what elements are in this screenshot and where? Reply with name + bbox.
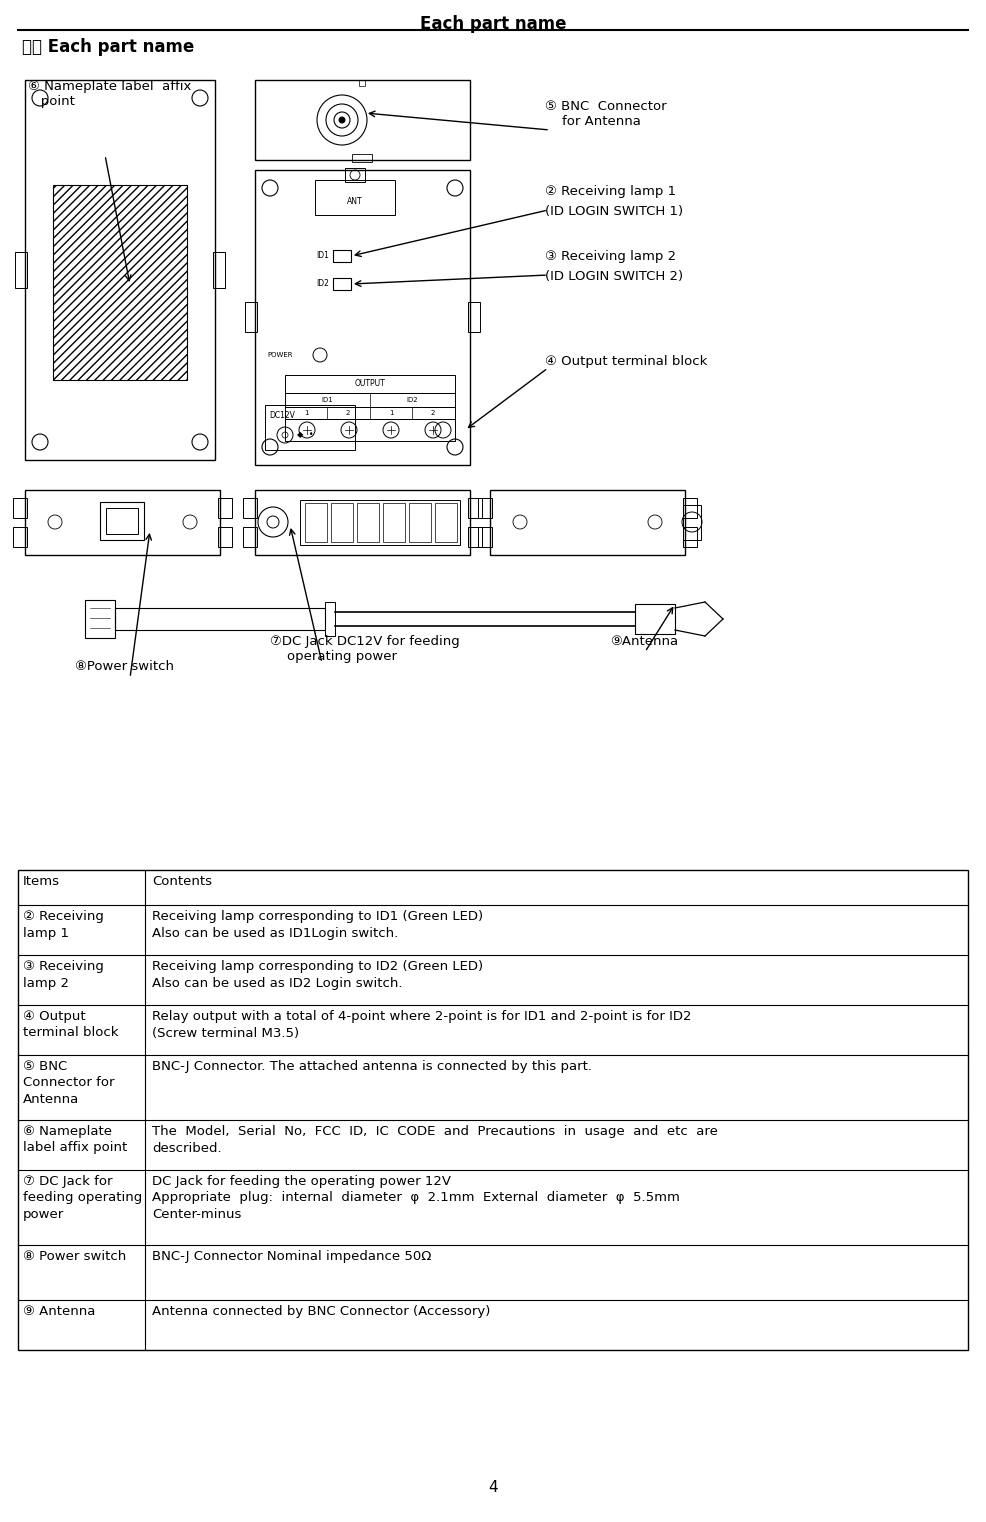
Text: 1: 1 [388, 409, 392, 416]
Text: Receiving lamp corresponding to ID2 (Green LED)
Also can be used as ID2 Login sw: Receiving lamp corresponding to ID2 (Gre… [152, 960, 482, 989]
Bar [254, 81, 469, 160]
Text: ③ Receiving lamp 2: ③ Receiving lamp 2 [544, 250, 675, 263]
Bar [254, 170, 469, 466]
Text: ④ Output terminal block: ④ Output terminal block [544, 355, 707, 368]
Bar [305, 502, 326, 542]
Bar [315, 180, 394, 215]
Bar [682, 505, 700, 540]
Text: ID2: ID2 [406, 397, 417, 403]
Bar [18, 871, 967, 1350]
Bar [213, 253, 225, 288]
Text: ⑨Antenna: ⑨Antenna [609, 635, 677, 648]
Bar [285, 406, 455, 419]
Text: ⑥ Nameplate label  affix
   point: ⑥ Nameplate label affix point [28, 81, 191, 108]
Text: Contents: Contents [152, 875, 212, 887]
Text: ⑨ Antenna: ⑨ Antenna [23, 1304, 96, 1318]
Text: ID2: ID2 [316, 280, 328, 289]
Text: ANT: ANT [347, 198, 363, 207]
Text: 2: 2 [345, 409, 350, 416]
Text: The  Model,  Serial  No,  FCC  ID,  IC  CODE  and  Precautions  in  usage  and  : The Model, Serial No, FCC ID, IC CODE an… [152, 1125, 717, 1155]
Bar [408, 502, 431, 542]
Bar [13, 498, 27, 517]
Bar [264, 405, 355, 451]
Text: ④ Output
terminal block: ④ Output terminal block [23, 1011, 118, 1040]
Text: ３． Each part name: ３． Each part name [22, 38, 194, 56]
Bar [357, 502, 379, 542]
Text: OUTPUT: OUTPUT [354, 379, 385, 388]
Text: 1: 1 [304, 409, 308, 416]
Circle shape [338, 117, 345, 123]
Text: ② Receiving lamp 1: ② Receiving lamp 1 [544, 186, 675, 198]
Bar [243, 498, 256, 517]
Bar [285, 374, 455, 393]
Text: ⑤ BNC  Connector
    for Antenna: ⑤ BNC Connector for Antenna [544, 100, 666, 128]
Text: ID1: ID1 [320, 397, 332, 403]
Bar [359, 81, 365, 87]
Text: 4: 4 [488, 1479, 497, 1495]
Bar [489, 490, 684, 556]
Bar [477, 527, 491, 546]
Text: Antenna connected by BNC Connector (Accessory): Antenna connected by BNC Connector (Acce… [152, 1304, 490, 1318]
Bar [477, 498, 491, 517]
Bar [115, 607, 324, 630]
Text: Receiving lamp corresponding to ID1 (Green LED)
Also can be used as ID1Login swi: Receiving lamp corresponding to ID1 (Gre… [152, 910, 482, 939]
Bar [13, 527, 27, 546]
Text: 2: 2 [430, 409, 435, 416]
Bar [682, 498, 696, 517]
Bar [352, 154, 372, 161]
Bar [332, 250, 351, 262]
Text: POWER: POWER [267, 352, 292, 358]
Text: ⑧Power switch: ⑧Power switch [75, 661, 174, 673]
Bar [324, 603, 334, 636]
Bar [106, 508, 138, 534]
Bar [467, 301, 479, 332]
Bar [634, 604, 674, 635]
Text: ⑤ BNC
Connector for
Antenna: ⑤ BNC Connector for Antenna [23, 1059, 114, 1106]
Bar [285, 393, 455, 406]
Bar [100, 502, 144, 540]
Bar [330, 502, 353, 542]
Text: ⑧ Power switch: ⑧ Power switch [23, 1250, 126, 1263]
Bar [53, 186, 186, 380]
Bar [467, 527, 481, 546]
Text: BNC-J Connector Nominal impedance 50Ω: BNC-J Connector Nominal impedance 50Ω [152, 1250, 431, 1263]
Bar [383, 502, 404, 542]
Bar [25, 490, 220, 556]
Bar [254, 490, 469, 556]
Text: ⑦DC Jack DC12V for feeding
    operating power: ⑦DC Jack DC12V for feeding operating pow… [270, 635, 459, 664]
Bar [332, 279, 351, 291]
Text: ② Receiving
lamp 1: ② Receiving lamp 1 [23, 910, 104, 939]
Bar [245, 301, 256, 332]
Text: (ID LOGIN SWITCH 1): (ID LOGIN SWITCH 1) [544, 205, 682, 218]
Bar [467, 498, 481, 517]
Bar [300, 501, 459, 545]
Bar [218, 527, 232, 546]
Bar [682, 527, 696, 546]
Text: (ID LOGIN SWITCH 2): (ID LOGIN SWITCH 2) [544, 269, 682, 283]
Text: DC12V: DC12V [269, 411, 295, 420]
Text: ◆  •: ◆ • [297, 431, 314, 440]
Text: Each part name: Each part name [419, 15, 566, 33]
Text: ③ Receiving
lamp 2: ③ Receiving lamp 2 [23, 960, 104, 989]
Text: Items: Items [23, 875, 60, 887]
Bar [435, 502, 457, 542]
Text: ⑦ DC Jack for
feeding operating
power: ⑦ DC Jack for feeding operating power [23, 1175, 142, 1221]
Bar [15, 253, 27, 288]
Bar [85, 600, 115, 638]
Text: ID1: ID1 [316, 251, 328, 260]
Bar [345, 167, 365, 183]
Text: ⑥ Nameplate
label affix point: ⑥ Nameplate label affix point [23, 1125, 127, 1155]
Bar [243, 527, 256, 546]
Bar [218, 498, 232, 517]
Bar [285, 419, 455, 441]
Text: BNC-J Connector. The attached antenna is connected by this part.: BNC-J Connector. The attached antenna is… [152, 1059, 592, 1073]
Text: DC Jack for feeding the operating power 12V
Appropriate  plug:  internal  diamet: DC Jack for feeding the operating power … [152, 1175, 679, 1221]
Bar [25, 81, 215, 460]
Text: Relay output with a total of 4-point where 2-point is for ID1 and 2-point is for: Relay output with a total of 4-point whe… [152, 1011, 691, 1040]
